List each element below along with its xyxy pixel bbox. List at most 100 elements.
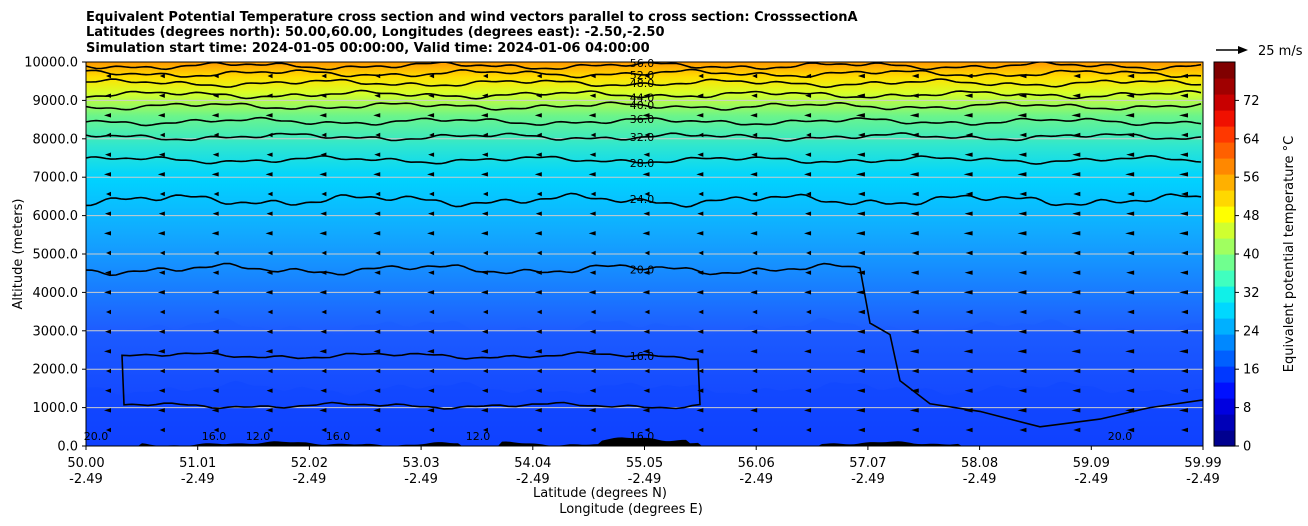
wind-vector-arrow-icon [698,191,704,197]
wind-vector-arrow-icon [158,388,165,393]
wind-vector-arrow-icon [806,427,812,433]
wind-vector-arrow-icon [427,349,435,354]
surface-contour-label: 16.0 [202,430,227,443]
wind-vector-arrow-icon [104,113,111,118]
wind-vector-arrow-icon [321,250,327,256]
wind-vector-arrow-icon [265,172,273,177]
wind-vector-arrow-icon [265,349,273,354]
wind-vector-arrow-icon [965,250,973,256]
wind-vector-arrow-icon [588,408,596,413]
wind-vector-arrow-icon [752,132,758,138]
wind-vector-arrow-icon [320,93,327,98]
terrain-silhouette [86,437,1203,446]
wind-vector-arrow-icon [213,427,219,433]
contour-label: 48.0 [630,77,655,90]
wind-vector-arrow-icon [857,250,865,256]
wind-vector-arrow-icon [804,290,812,295]
wind-vector-arrow-icon [1179,290,1188,295]
wind-vector-arrow-icon [589,388,596,393]
wind-vector-arrow-icon [642,290,650,295]
wind-vector-arrow-icon [321,73,327,79]
wind-vector-arrow-icon [428,329,435,334]
wind-vector-arrow-icon [910,93,919,98]
colorbar-band [1214,398,1235,415]
wind-vector-arrow-icon [105,211,111,216]
wind-vector-arrow-icon [805,152,812,157]
wind-vector-arrow-icon [212,329,219,334]
wind-vector-arrow-icon [159,250,165,256]
wind-vector-arrow-icon [752,427,758,433]
wind-vector-arrow-icon [429,368,435,374]
wind-vector-arrow-icon [698,427,704,433]
wind-vector-arrow-icon [535,388,542,393]
wind-vector-arrow-icon [588,290,596,295]
wind-vector-arrow-icon [105,93,111,98]
wind-vector-arrow-icon [644,427,650,433]
x-axis-label-latitude: Latitude (degrees N) [533,486,667,501]
wind-vector-arrow-icon [911,250,919,256]
wind-vector-arrow-icon [1179,408,1188,413]
wind-vector-arrow-icon [696,408,704,413]
wind-vector-arrow-icon [104,290,111,295]
wind-vector-arrow-icon [1180,329,1188,334]
wind-vector-arrow-icon [911,368,919,374]
wind-vector-arrow-icon [267,368,273,374]
wind-vector-arrow-icon [320,270,327,275]
wind-vector-arrow-icon [104,231,111,236]
wind-vector-arrow-icon [535,329,542,334]
x-tick-label-lat: 54.04 [514,456,551,471]
wind-vector-arrow-icon [909,290,919,295]
wind-vector-arrow-icon [534,231,542,236]
wind-vector-arrow-icon [911,427,919,433]
wind-vector-arrow-icon [1071,113,1081,118]
wind-vector-arrow-icon [1127,132,1135,138]
colorbar-band [1214,302,1235,319]
wind-vector-arrow-icon [1017,408,1027,413]
y-tick-label: 6000.0 [33,209,79,224]
wind-vector-arrow-icon [1126,93,1135,98]
colorbar-tick-label: 0 [1243,440,1251,455]
y-axis: 0.0 1000.0 2000.0 3000.0 4000.0 5000.0 6000.0 7… [24,56,86,455]
wind-vector-arrow-icon [106,191,111,197]
wind-vector-arrow-icon [589,152,596,157]
wind-vector-arrow-icon [104,172,111,177]
wind-vector-arrow-icon [696,349,704,354]
wind-vector-arrow-icon [481,329,488,334]
y-tick-label: 7000.0 [33,171,79,186]
wind-vector-arrow-icon [321,309,327,315]
wind-vector-arrow-icon [1073,250,1081,256]
wind-vector-arrow-icon [482,368,488,374]
wind-vector-arrow-icon [644,250,650,256]
contour-label: 56.0 [630,57,655,70]
wind-vector-arrow-icon [964,93,973,98]
wind-vector-arrow-icon [212,93,219,98]
surface-contour-label: 12.0 [246,430,271,443]
wind-vector-arrow-icon [589,211,596,216]
wind-vector-arrow-icon [752,73,758,79]
contour-line [121,351,701,410]
wind-vector-arrow-icon [1181,309,1188,315]
wind-vector-arrow-icon [588,172,596,177]
wind-vector-arrow-icon [265,408,273,413]
contour-line [86,262,1203,428]
wind-vector-arrow-icon [265,231,273,236]
wind-vector-arrow-icon [1017,349,1027,354]
wind-vector-arrow-icon [909,349,919,354]
contour-label: 52.0 [630,69,655,82]
wind-vector-arrow-icon [805,211,812,216]
wind-vector-arrow-icon [159,132,165,138]
wind-vector-arrow-icon [752,250,758,256]
chart-title-line-2: Latitudes (degrees north): 50.00,60.00, … [86,25,665,40]
x-axis: 50.00-2.4951.01-2.4952.02-2.4953.03-2.49… [67,446,1222,487]
wind-vector-arrow-icon [805,93,812,98]
wind-vector-arrow-icon [909,113,919,118]
colorbar-band [1214,94,1235,111]
wind-vector-arrow-icon [481,93,488,98]
wind-vector-arrow-icon [965,427,973,433]
contour-label: 28.0 [630,157,655,170]
wind-vector-arrow-icon [265,113,273,118]
wind-vector-arrow-icon [1127,368,1135,374]
wind-vector-arrow-icon [374,388,381,393]
wind-vector-arrow-icon [698,250,704,256]
x-tick-label-lon: -2.49 [293,472,327,487]
